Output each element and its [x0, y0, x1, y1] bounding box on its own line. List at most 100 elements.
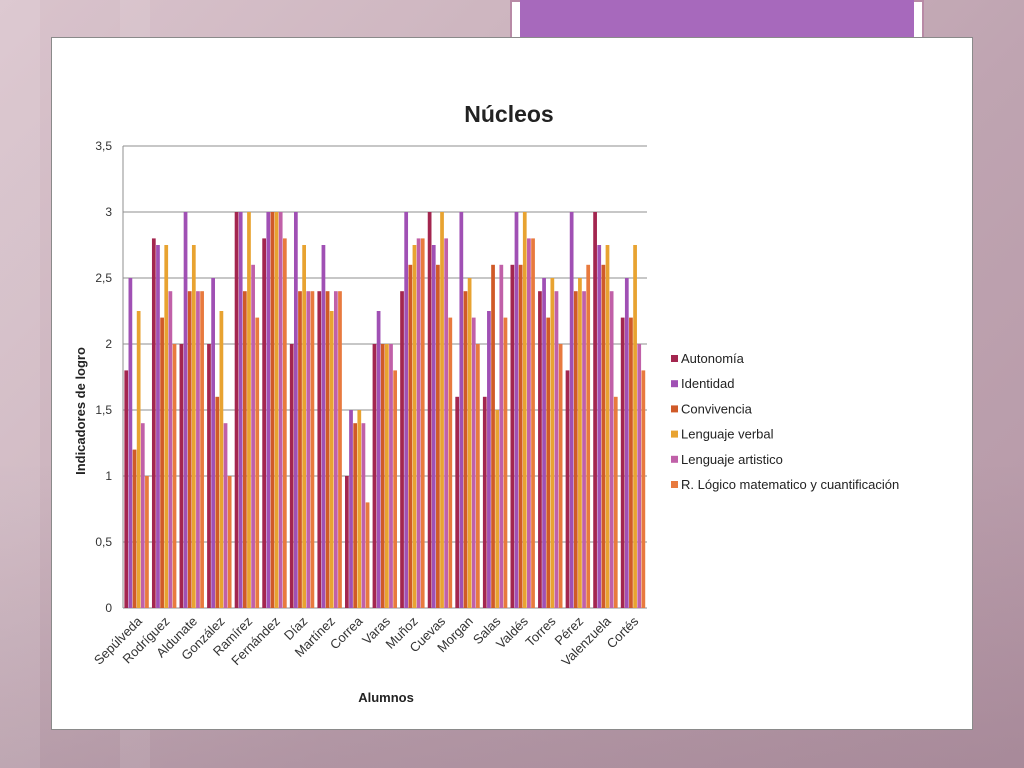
y-tick-label: 2,5 [95, 271, 112, 285]
bar [282, 238, 287, 608]
bar [586, 264, 591, 608]
bar [527, 238, 531, 608]
bar [412, 245, 417, 608]
legend-swatch [671, 405, 678, 413]
bar [613, 396, 618, 608]
bar [601, 264, 606, 608]
bar [491, 264, 495, 608]
bar [400, 291, 404, 608]
bar [637, 344, 642, 608]
bar [467, 278, 472, 608]
bar [427, 212, 432, 608]
x-axis-ticks: SepúlvedaRodríguezAldunateGonzálezRamíre… [91, 613, 642, 669]
bar [597, 245, 602, 608]
y-tick-label: 2 [105, 337, 112, 351]
bar [514, 212, 519, 608]
bar [476, 344, 480, 608]
bar [223, 423, 228, 608]
y-tick-label: 0,5 [95, 535, 112, 549]
chart-slide: Núcleos 0 0,5 1 1,5 2 2,5 3 3,5 Sepúlveda Rodríg… [51, 37, 973, 730]
bar [609, 291, 614, 608]
bar [329, 311, 334, 608]
y-tick-label: 1 [105, 469, 112, 483]
bar [518, 264, 523, 608]
bar [436, 264, 440, 608]
legend: Autonomía Identidad Convivencia Lenguaje ve… [671, 351, 899, 492]
legend-label: Autonomía [681, 351, 745, 366]
bar-chart: Núcleos 0 0,5 1 1,5 2 2,5 3 3,5 SepúlvedaRodríg… [73, 101, 899, 705]
x-tick-label: Correa [327, 613, 366, 652]
bar [255, 317, 260, 608]
bar [333, 291, 338, 608]
bar [132, 449, 137, 608]
bar [569, 212, 574, 608]
bar [168, 291, 173, 608]
bar [440, 212, 444, 608]
bar [455, 396, 460, 608]
bar [140, 423, 145, 608]
legend-swatch [671, 455, 678, 463]
y-tick-label: 1,5 [95, 403, 112, 417]
bar [338, 291, 342, 608]
bar [629, 317, 633, 608]
bar [376, 311, 381, 608]
bar [270, 212, 275, 608]
bar [510, 264, 515, 608]
bar [448, 317, 453, 608]
bar [565, 370, 570, 608]
bar [215, 396, 220, 608]
bar [444, 238, 449, 608]
bar [365, 502, 370, 608]
bar [389, 344, 393, 608]
bar [145, 476, 149, 608]
bar [499, 264, 504, 608]
bar [317, 291, 322, 608]
bar [274, 212, 279, 608]
bar [251, 264, 255, 608]
bar [361, 423, 366, 608]
bar [605, 245, 610, 608]
legend-label: R. Lógico matematico y cuantificación [681, 477, 899, 492]
bar [624, 278, 629, 608]
bar [266, 212, 271, 608]
bar [187, 291, 192, 608]
bar [420, 238, 425, 608]
bar [349, 410, 353, 608]
bar [538, 291, 542, 608]
bar [353, 423, 358, 608]
x-axis-label: Alumnos [358, 690, 414, 705]
legend-swatch [671, 355, 678, 362]
bar [196, 291, 200, 608]
x-tick-label: Torres [522, 613, 558, 649]
bar [431, 245, 436, 608]
bar [408, 264, 413, 608]
bar [289, 344, 294, 608]
bar [207, 344, 211, 608]
bar [578, 278, 582, 608]
y-tick-label: 3,5 [95, 139, 112, 153]
bar [531, 238, 535, 608]
bar [546, 317, 551, 608]
bar [302, 245, 306, 608]
bar [183, 212, 188, 608]
bar [293, 212, 298, 608]
bar [471, 317, 476, 608]
y-axis-label: Indicadores de logro [73, 347, 88, 475]
bar [136, 311, 141, 608]
bar [620, 317, 625, 608]
bar [573, 291, 578, 608]
bar [234, 212, 239, 608]
y-axis-ticks: 0 0,5 1 1,5 2 2,5 3 3,5 [95, 139, 112, 615]
bar [522, 212, 527, 608]
legend-label: Convivencia [681, 401, 753, 416]
y-tick-label: 3 [105, 205, 112, 219]
bar [558, 344, 563, 608]
bar [503, 317, 508, 608]
bar [380, 344, 385, 608]
x-tick-label: Valdés [493, 613, 531, 651]
bar [227, 476, 232, 608]
bar [385, 344, 389, 608]
legend-label: Lenguaje artistico [681, 452, 783, 467]
legend-swatch [671, 430, 678, 438]
legend-label: Identidad [681, 376, 735, 391]
